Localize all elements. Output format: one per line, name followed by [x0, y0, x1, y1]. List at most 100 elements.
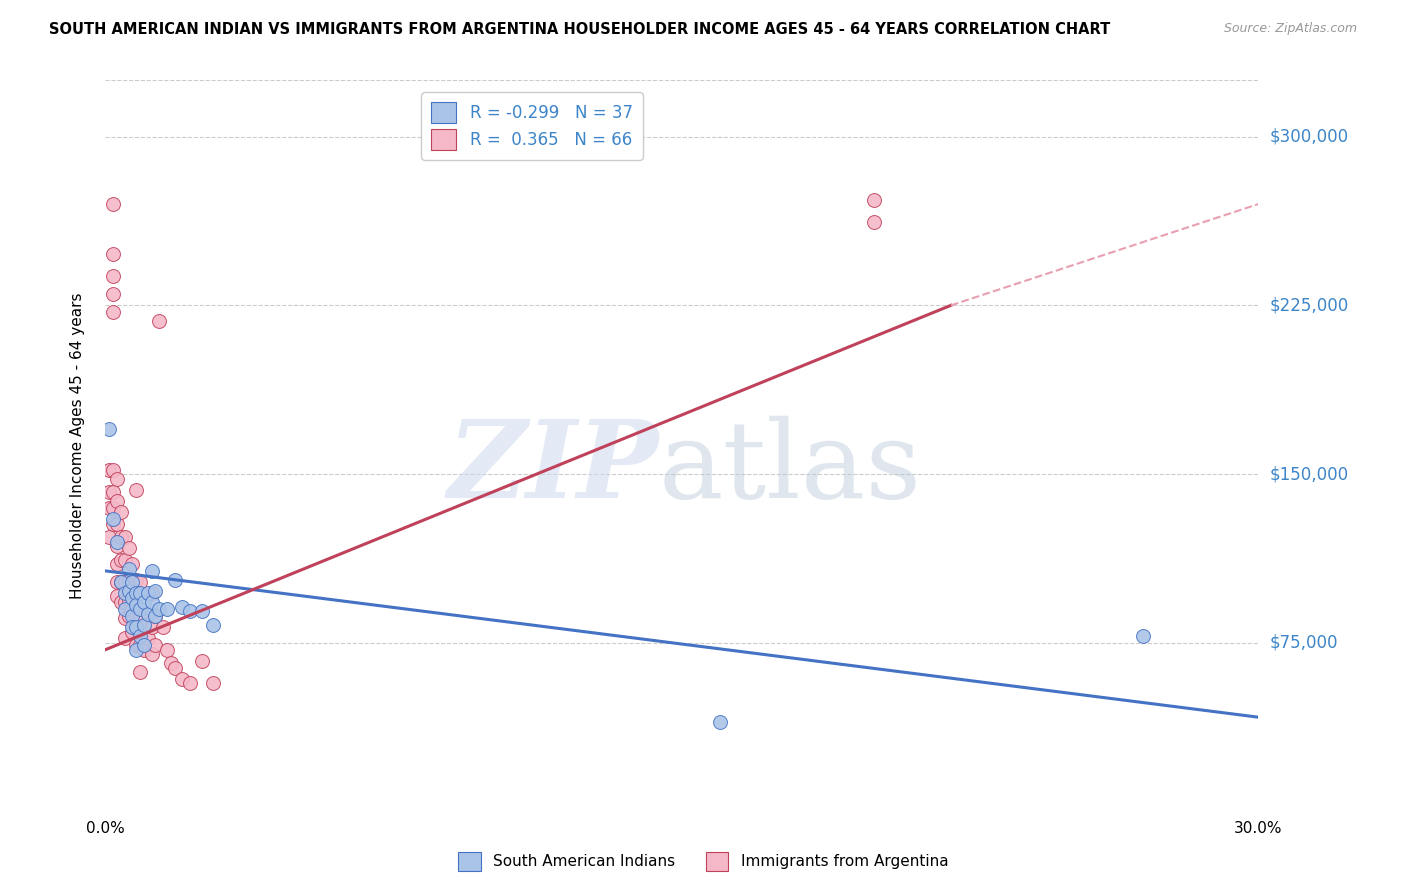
Point: [121, 575, 143, 590]
Point: [148, 602, 170, 616]
Point: [98, 422, 121, 436]
Point: [863, 193, 886, 207]
Point: [114, 611, 136, 625]
Point: [110, 505, 132, 519]
Point: [101, 462, 124, 476]
Point: [110, 575, 132, 590]
Point: [121, 608, 143, 623]
Point: [105, 534, 128, 549]
Point: [156, 642, 179, 657]
Text: $300,000: $300,000: [1270, 128, 1348, 145]
Text: SOUTH AMERICAN INDIAN VS IMMIGRANTS FROM ARGENTINA HOUSEHOLDER INCOME AGES 45 - : SOUTH AMERICAN INDIAN VS IMMIGRANTS FROM…: [49, 22, 1111, 37]
Point: [117, 593, 139, 607]
Text: $150,000: $150,000: [1270, 465, 1348, 483]
Point: [98, 462, 121, 476]
Point: [1132, 629, 1154, 643]
Point: [159, 656, 181, 670]
Point: [125, 573, 148, 587]
Point: [132, 618, 155, 632]
Point: [145, 584, 167, 599]
Point: [121, 602, 143, 616]
Point: [117, 573, 139, 587]
Point: [110, 530, 132, 544]
Point: [110, 595, 132, 609]
Point: [145, 608, 167, 623]
Point: [148, 314, 170, 328]
Point: [709, 714, 731, 729]
Point: [98, 500, 121, 515]
Point: [121, 557, 143, 571]
Point: [136, 607, 159, 621]
Point: [125, 642, 148, 657]
Point: [114, 575, 136, 590]
Point: [132, 638, 155, 652]
Point: [132, 642, 155, 657]
Point: [125, 586, 148, 600]
Point: [117, 584, 139, 599]
Point: [105, 494, 128, 508]
Point: [141, 564, 163, 578]
Point: [114, 586, 136, 600]
Text: $75,000: $75,000: [1270, 634, 1339, 652]
Point: [114, 530, 136, 544]
Point: [163, 661, 186, 675]
Point: [156, 602, 179, 616]
Point: [129, 586, 152, 600]
Point: [190, 604, 212, 618]
Point: [145, 608, 167, 623]
Text: atlas: atlas: [659, 416, 922, 521]
Point: [132, 595, 155, 609]
Point: [121, 620, 143, 634]
Point: [105, 589, 128, 603]
Legend: South American Indians, Immigrants from Argentina: South American Indians, Immigrants from …: [449, 843, 957, 880]
Point: [136, 586, 159, 600]
Point: [105, 539, 128, 553]
Point: [125, 483, 148, 497]
Point: [114, 552, 136, 566]
Point: [125, 598, 148, 612]
Point: [101, 287, 124, 301]
Point: [114, 632, 136, 646]
Text: Source: ZipAtlas.com: Source: ZipAtlas.com: [1223, 22, 1357, 36]
Point: [163, 573, 186, 587]
Point: [141, 620, 163, 634]
Point: [121, 624, 143, 639]
Point: [190, 654, 212, 668]
Point: [179, 604, 201, 618]
Point: [129, 608, 152, 623]
Point: [101, 516, 124, 531]
Point: [129, 575, 152, 590]
Point: [121, 591, 143, 605]
Point: [202, 618, 225, 632]
Point: [105, 516, 128, 531]
Point: [129, 629, 152, 643]
Point: [101, 197, 124, 211]
Point: [98, 485, 121, 500]
Point: [141, 647, 163, 661]
Point: [101, 512, 124, 526]
Point: [132, 620, 155, 634]
Point: [141, 586, 163, 600]
Point: [105, 557, 128, 571]
Point: [125, 620, 148, 634]
Point: [101, 246, 124, 260]
Point: [110, 552, 132, 566]
Point: [152, 620, 174, 634]
Point: [202, 676, 225, 690]
Point: [145, 638, 167, 652]
Point: [172, 672, 194, 686]
Point: [105, 575, 128, 590]
Point: [114, 602, 136, 616]
Point: [863, 215, 886, 229]
Point: [117, 562, 139, 576]
Point: [110, 575, 132, 590]
Point: [129, 602, 152, 616]
Y-axis label: Householder Income Ages 45 - 64 years: Householder Income Ages 45 - 64 years: [70, 293, 84, 599]
Text: ZIP: ZIP: [447, 415, 659, 521]
Point: [125, 638, 148, 652]
Point: [101, 305, 124, 319]
Point: [114, 595, 136, 609]
Point: [105, 472, 128, 486]
Point: [101, 485, 124, 500]
Point: [98, 530, 121, 544]
